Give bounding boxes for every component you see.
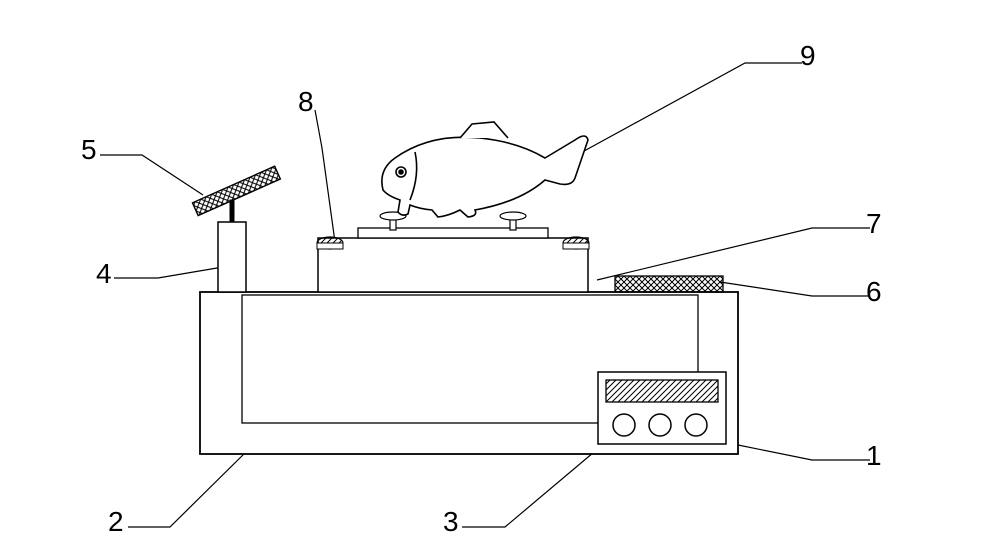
- label-7: 7: [866, 208, 882, 240]
- label-8: 8: [298, 86, 314, 118]
- label-4: 4: [96, 258, 112, 290]
- button-3: [685, 414, 707, 436]
- label-2: 2: [108, 506, 124, 538]
- label-6: 6: [866, 276, 882, 308]
- antenna-panel: [192, 166, 280, 215]
- diagram-container: 1 2 3 4 5 6 7 8 9: [0, 0, 1000, 557]
- platform-top-strip: [358, 228, 548, 238]
- antenna-stem: [230, 200, 234, 222]
- button-1: [613, 414, 635, 436]
- fish-icon: [382, 122, 588, 217]
- vent-grille: [615, 276, 723, 292]
- display-screen: [606, 380, 718, 402]
- label-9: 9: [800, 40, 816, 72]
- button-2: [649, 414, 671, 436]
- antenna-post: [218, 222, 246, 292]
- label-5: 5: [81, 134, 97, 166]
- label-3: 3: [443, 506, 459, 538]
- label-1: 1: [866, 440, 882, 472]
- technical-diagram-svg: [0, 0, 1000, 557]
- platform: [318, 238, 588, 292]
